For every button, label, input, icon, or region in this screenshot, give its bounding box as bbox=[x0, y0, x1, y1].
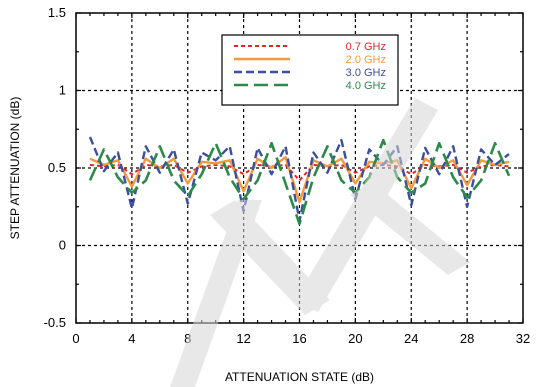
series-lines bbox=[88, 136, 511, 226]
x-tick-label: 16 bbox=[292, 331, 306, 346]
x-tick-label: 24 bbox=[404, 331, 418, 346]
y-tick-label: 0 bbox=[59, 238, 66, 253]
legend-label: 3.0 GHz bbox=[346, 67, 386, 79]
y-axis-title: STEP ATTENUATION (dB) bbox=[8, 97, 22, 240]
series-line-3-0-ghz bbox=[88, 136, 510, 222]
legend-label: 0.7 GHz bbox=[346, 41, 386, 53]
y-tick-label: -0.5 bbox=[44, 315, 66, 330]
watermark bbox=[170, 98, 470, 387]
series-line-0-7-ghz bbox=[89, 163, 510, 182]
x-axis-title: ATTENUATION STATE (dB) bbox=[225, 370, 374, 384]
x-tick-label: 28 bbox=[460, 331, 474, 346]
x-tick-label: 32 bbox=[516, 331, 530, 346]
x-tick-label: 12 bbox=[236, 331, 250, 346]
y-tick-label: 1.5 bbox=[48, 5, 66, 20]
legend-label: 2.0 GHz bbox=[346, 54, 386, 66]
y-tick-labels: -0.5 0 0.5 1 1.5 bbox=[44, 5, 66, 330]
y-tick-label: 1 bbox=[59, 83, 66, 98]
x-tick-label: 0 bbox=[72, 331, 79, 346]
legend-label: 4.0 GHz bbox=[346, 80, 386, 92]
series-line-4-0-ghz bbox=[88, 138, 511, 226]
series-line-2-0-ghz bbox=[89, 155, 510, 204]
x-tick-label: 20 bbox=[348, 331, 362, 346]
x-tick-labels: 048121620242832 bbox=[72, 331, 530, 346]
y-tick-label: 0.5 bbox=[48, 160, 66, 175]
x-tick-label: 4 bbox=[128, 331, 135, 346]
